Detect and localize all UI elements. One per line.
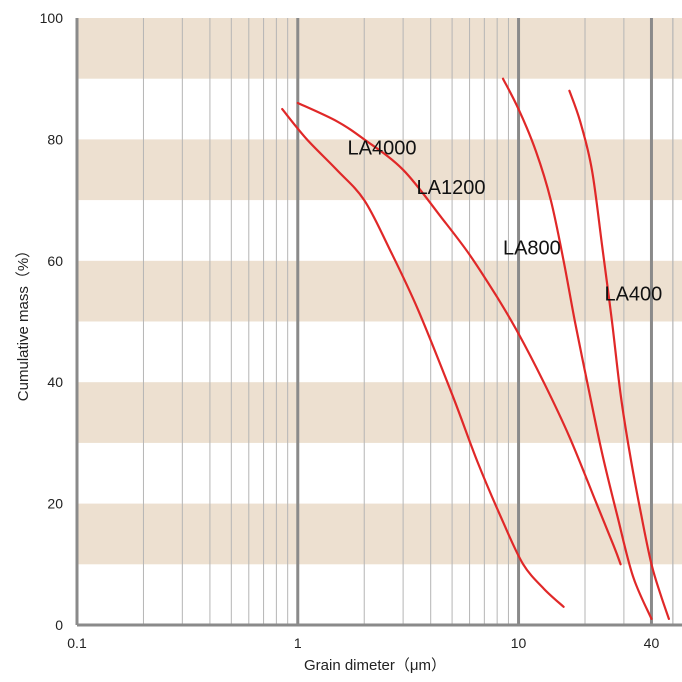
gridlines <box>142 18 674 625</box>
series-label-la800: LA800 <box>503 238 561 260</box>
y-tick-label: 20 <box>47 496 63 512</box>
series-label-la1200: LA1200 <box>417 177 486 199</box>
x-tick-label: 1 <box>294 635 302 651</box>
axes <box>75 18 682 627</box>
y-tick-label: 100 <box>40 10 64 26</box>
background-band <box>77 18 682 79</box>
series-label-la4000: LA4000 <box>348 138 417 160</box>
background-band <box>77 503 682 565</box>
background-band <box>77 382 682 443</box>
x-tick-label: 10 <box>511 635 527 651</box>
series-line-la1200 <box>296 101 622 566</box>
x-tick-label: 0.1 <box>67 635 87 651</box>
y-tick-label: 0 <box>55 617 63 633</box>
y-tick-label: 40 <box>47 374 63 390</box>
series-line-la800 <box>501 77 653 620</box>
series-line-la400 <box>568 89 670 620</box>
series-label-la400: LA400 <box>604 283 662 305</box>
x-axis-title: Grain dimeter（μm） <box>304 657 446 674</box>
series-lines <box>281 77 670 620</box>
background-bands <box>77 18 682 565</box>
series-line-la4000 <box>281 108 565 608</box>
y-axis-title: Cumulative mass（%） <box>15 243 32 401</box>
x-tick-label: 40 <box>644 635 660 651</box>
y-tick-label: 60 <box>47 253 63 269</box>
tick-labels: 0 20 40 60 80 100 0.1 1 10 40 <box>40 10 660 651</box>
background-band <box>77 260 682 322</box>
y-tick-label: 80 <box>47 131 63 147</box>
